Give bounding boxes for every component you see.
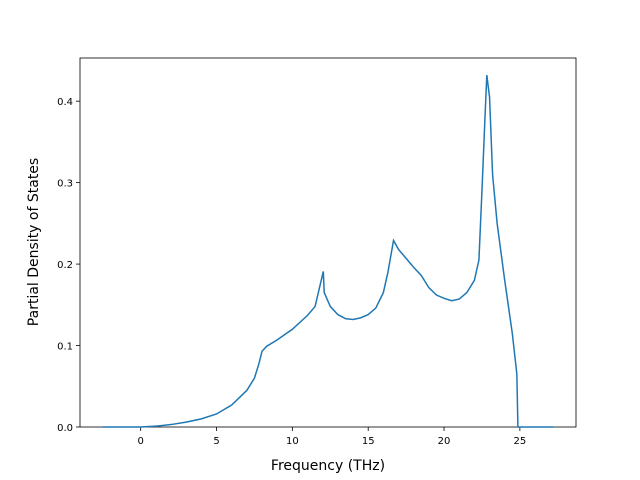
- y-tick-label: 0.0: [57, 423, 73, 434]
- x-tick-label: 25: [514, 436, 527, 447]
- x-axis-label: Frequency (THz): [271, 458, 385, 474]
- y-axis-label: Partial Density of States: [26, 158, 42, 326]
- y-tick-label: 0.1: [57, 342, 73, 353]
- x-tick-label: 5: [213, 436, 219, 447]
- x-tick-label: 0: [137, 436, 143, 447]
- plot-frame: [79, 57, 577, 428]
- x-tick-label: 10: [286, 436, 299, 447]
- x-tick-label: 15: [362, 436, 375, 447]
- data-line: [102, 75, 554, 428]
- y-tick-label: 0.4: [57, 97, 73, 108]
- y-tick-label: 0.2: [57, 260, 73, 271]
- y-tick-label: 0.3: [57, 179, 73, 190]
- x-tick-label: 20: [438, 436, 451, 447]
